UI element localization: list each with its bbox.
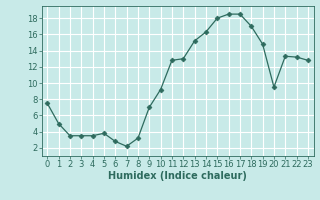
X-axis label: Humidex (Indice chaleur): Humidex (Indice chaleur) bbox=[108, 171, 247, 181]
